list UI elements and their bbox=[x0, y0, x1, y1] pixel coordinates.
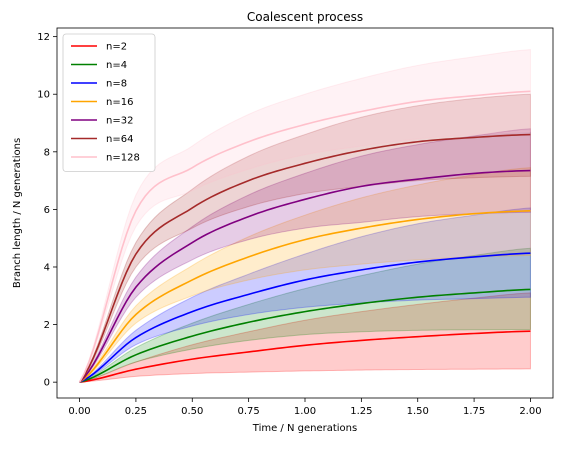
chart-title: Coalescent process bbox=[247, 10, 363, 24]
legend-box bbox=[62, 33, 156, 172]
line-n-64 bbox=[78, 133, 531, 383]
y-axis-ticks: 0 2 4 6 8 10 12 bbox=[37, 32, 57, 389]
x-tick-label: 0.50 bbox=[181, 406, 203, 417]
legend-label: n=4 bbox=[106, 60, 127, 71]
legend-label: n=32 bbox=[106, 116, 133, 127]
legend-label: n=2 bbox=[106, 42, 127, 53]
y-tick-label: 6 bbox=[44, 205, 50, 216]
legend-label: n=8 bbox=[106, 79, 127, 90]
x-tick-label: 0.25 bbox=[125, 406, 147, 417]
line-n-8 bbox=[79, 252, 531, 383]
band-n-8 bbox=[79, 207, 531, 383]
x-tick-label: 0.75 bbox=[238, 406, 260, 417]
band-n-4 bbox=[79, 247, 531, 383]
x-tick-label: 1.00 bbox=[294, 406, 316, 417]
series-lines bbox=[78, 90, 531, 383]
x-tick-label: 1.75 bbox=[463, 406, 485, 417]
x-tick-label: 0.00 bbox=[68, 406, 90, 417]
x-axis-label: Time / N generations bbox=[252, 423, 357, 434]
legend-label: n=128 bbox=[106, 153, 140, 164]
line-n-4 bbox=[79, 288, 531, 383]
x-tick-label: 1.25 bbox=[350, 406, 372, 417]
x-axis-ticks: 0.00 0.25 0.50 0.75 1.00 1.25 1.50 1.75 2.00 bbox=[68, 398, 542, 417]
y-tick-label: 4 bbox=[44, 262, 50, 273]
y-tick-label: 0 bbox=[44, 378, 50, 389]
x-tick-label: 2.00 bbox=[519, 406, 541, 417]
line-n-16 bbox=[79, 210, 531, 383]
line-n-32 bbox=[78, 169, 531, 383]
y-tick-label: 8 bbox=[44, 147, 50, 158]
line-n-2 bbox=[79, 330, 531, 383]
y-tick-label: 12 bbox=[37, 32, 50, 43]
legend-label: n=16 bbox=[106, 97, 133, 108]
y-tick-label: 10 bbox=[37, 90, 50, 101]
x-tick-label: 1.50 bbox=[407, 406, 429, 417]
line-n-128 bbox=[78, 90, 531, 383]
band-n-128 bbox=[79, 49, 531, 383]
y-axis-label: Branch length / N generations bbox=[12, 138, 23, 288]
legend: n=2 n=4 n=8 n=16 n=32 n=64 n=128 bbox=[62, 33, 156, 172]
legend-label: n=64 bbox=[106, 134, 133, 145]
y-tick-label: 2 bbox=[44, 320, 50, 331]
